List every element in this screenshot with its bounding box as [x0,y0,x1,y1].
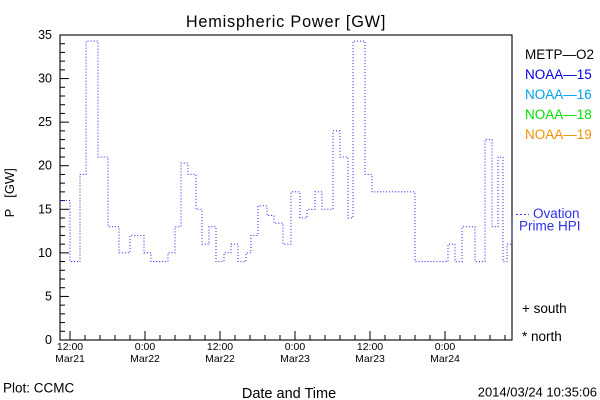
svg-text:+ south: + south [522,301,567,316]
svg-text:0:00: 0:00 [435,341,456,353]
svg-text:Date and Time: Date and Time [242,386,336,400]
svg-text:NOAA—16: NOAA—16 [525,87,592,102]
svg-text:Mar23: Mar23 [355,353,385,365]
svg-text:Prime HPI: Prime HPI [519,219,581,234]
svg-text:Hemispheric Power [GW]: Hemispheric Power [GW] [186,13,386,31]
svg-text:0:00: 0:00 [135,341,156,353]
svg-text:[GW]: [GW] [2,168,17,198]
svg-text:Mar22: Mar22 [205,353,235,365]
svg-text:0: 0 [45,333,52,347]
svg-text:P: P [2,209,17,218]
svg-text:* north: * north [522,329,562,344]
svg-text:5: 5 [45,289,52,303]
svg-text:0:00: 0:00 [285,341,306,353]
svg-text:30: 30 [38,72,52,86]
svg-text:Mar22: Mar22 [130,353,160,365]
svg-text:12:00: 12:00 [57,341,83,353]
svg-text:Mar24: Mar24 [430,353,460,365]
svg-text:20: 20 [38,159,52,173]
svg-text:NOAA—15: NOAA—15 [525,67,592,82]
svg-text:2014/03/24 10:35:06: 2014/03/24 10:35:06 [478,384,597,399]
svg-text:NOAA—18: NOAA—18 [525,107,592,122]
svg-text:METP—O2: METP—O2 [525,47,594,62]
svg-text:Mar21: Mar21 [55,353,85,365]
svg-text:25: 25 [38,115,52,129]
svg-text:Plot: CCMC: Plot: CCMC [3,381,75,396]
svg-text:Mar23: Mar23 [280,353,310,365]
svg-text:NOAA—19: NOAA—19 [525,127,592,142]
svg-text:15: 15 [38,202,52,216]
svg-text:35: 35 [38,28,52,42]
svg-text:12:00: 12:00 [207,341,233,353]
svg-text:10: 10 [38,246,52,260]
svg-text:12:00: 12:00 [357,341,383,353]
